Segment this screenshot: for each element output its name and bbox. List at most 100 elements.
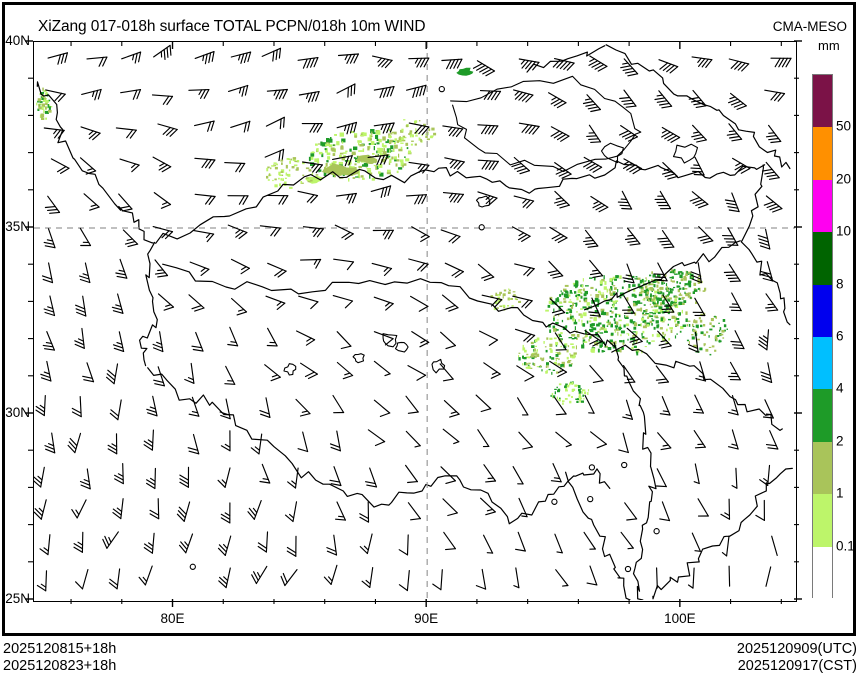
wind-barb [764, 89, 786, 102]
wind-barb [654, 190, 672, 210]
wind-barb [152, 226, 174, 240]
wind-barb [35, 395, 46, 417]
wind-barb [728, 361, 741, 381]
wind-barb [444, 157, 465, 170]
wind-barb [286, 535, 297, 557]
wind-barb [550, 463, 562, 483]
wind-barb [36, 570, 48, 592]
wind-barb [228, 84, 249, 97]
colorbar-band-4-6 [813, 336, 832, 390]
wind-barb [34, 466, 45, 488]
wind-barb [760, 362, 773, 383]
page-title: XiZang 017-018h surface TOTAL PCPN/018h … [38, 18, 426, 35]
map-plot-area[interactable] [33, 41, 797, 602]
wind-barb [661, 294, 675, 313]
wind-barb [656, 567, 658, 589]
wind-barb [729, 292, 742, 312]
wind-barb [514, 263, 535, 277]
wind-barb [728, 565, 731, 587]
wind-barb [475, 394, 492, 413]
wind-barb [336, 83, 356, 98]
wind-barb [657, 330, 672, 349]
wind-barb [477, 429, 490, 448]
wind-barb [761, 161, 780, 180]
wind-barb [334, 224, 354, 240]
wind-barb [439, 363, 454, 382]
wind-barb [367, 429, 386, 447]
wind-barb [731, 467, 738, 489]
wind-barb [106, 363, 119, 385]
colorbar-tick-1: 1 [836, 485, 844, 501]
wind-barb [40, 360, 52, 382]
wind-barb [410, 295, 429, 312]
wind-barb [586, 565, 598, 586]
wind-barb [143, 532, 155, 554]
wind-barb [551, 498, 558, 505]
boundary-layer [36, 44, 793, 600]
wind-barb [620, 58, 639, 77]
wind-barb [407, 502, 421, 521]
wind-barb [372, 55, 393, 69]
wind-barb [697, 498, 709, 517]
wind-barb [398, 570, 410, 592]
wind-barb [442, 498, 458, 517]
wind-barb [250, 433, 263, 455]
wind-barb [301, 123, 323, 133]
wind-barb [408, 258, 429, 272]
wind-barb [43, 295, 56, 317]
wind-barb [479, 90, 502, 101]
wind-barb [194, 193, 216, 205]
colorbar-tick-6: 6 [836, 328, 844, 344]
wind-barb [373, 296, 394, 311]
wind-barb [626, 327, 643, 346]
wind-barb [335, 501, 346, 521]
colorbar-tick-4: 4 [836, 380, 844, 396]
colorbar-tick-10: 10 [836, 223, 852, 239]
gridline-layer [34, 42, 795, 600]
wind-barb [264, 148, 285, 162]
colorbar-tick-8: 8 [836, 276, 844, 292]
wind-barb [483, 464, 497, 483]
wind-barb [771, 535, 778, 556]
wind-barb [687, 331, 699, 353]
wind-barb [514, 328, 536, 343]
precipitation-colorbar[interactable] [812, 74, 833, 599]
wind-barb [71, 499, 87, 519]
wind-barb [227, 195, 249, 205]
wind-barb [152, 331, 164, 353]
wind-barb [359, 533, 373, 555]
wind-barb [512, 295, 533, 309]
wind-barb [149, 498, 160, 520]
wind-barb [75, 295, 87, 317]
wind-barb [688, 89, 707, 108]
wind-barb [230, 120, 251, 133]
wind-barb [554, 332, 567, 351]
wind-barb [755, 499, 765, 521]
wind-barb [483, 362, 501, 379]
wind-barb [108, 568, 121, 590]
wind-barb [143, 429, 154, 451]
wind-barb [408, 57, 430, 68]
wind-barb [296, 330, 316, 346]
y-axis-label-25N: 25N [5, 591, 30, 606]
wind-barb [723, 263, 741, 283]
wind-barb [189, 563, 196, 570]
wind-barb [193, 230, 215, 243]
wind-barb [107, 433, 118, 455]
wind-barb [266, 88, 288, 100]
colorbar-band-10-20 [813, 179, 832, 233]
wind-barb [695, 361, 707, 382]
wind-barb [298, 295, 319, 310]
wind-barb [34, 499, 47, 520]
wind-barb [405, 430, 421, 448]
wind-barb [370, 185, 392, 198]
wind-barb [691, 56, 713, 68]
wind-barb [726, 123, 743, 142]
colorbar-tick-0.1: 0.1 [836, 538, 855, 554]
wind-barb [329, 430, 341, 452]
wind-barb [588, 297, 601, 317]
wind-barb [549, 360, 568, 378]
wind-barb [178, 533, 194, 554]
wind-barb [266, 327, 278, 347]
